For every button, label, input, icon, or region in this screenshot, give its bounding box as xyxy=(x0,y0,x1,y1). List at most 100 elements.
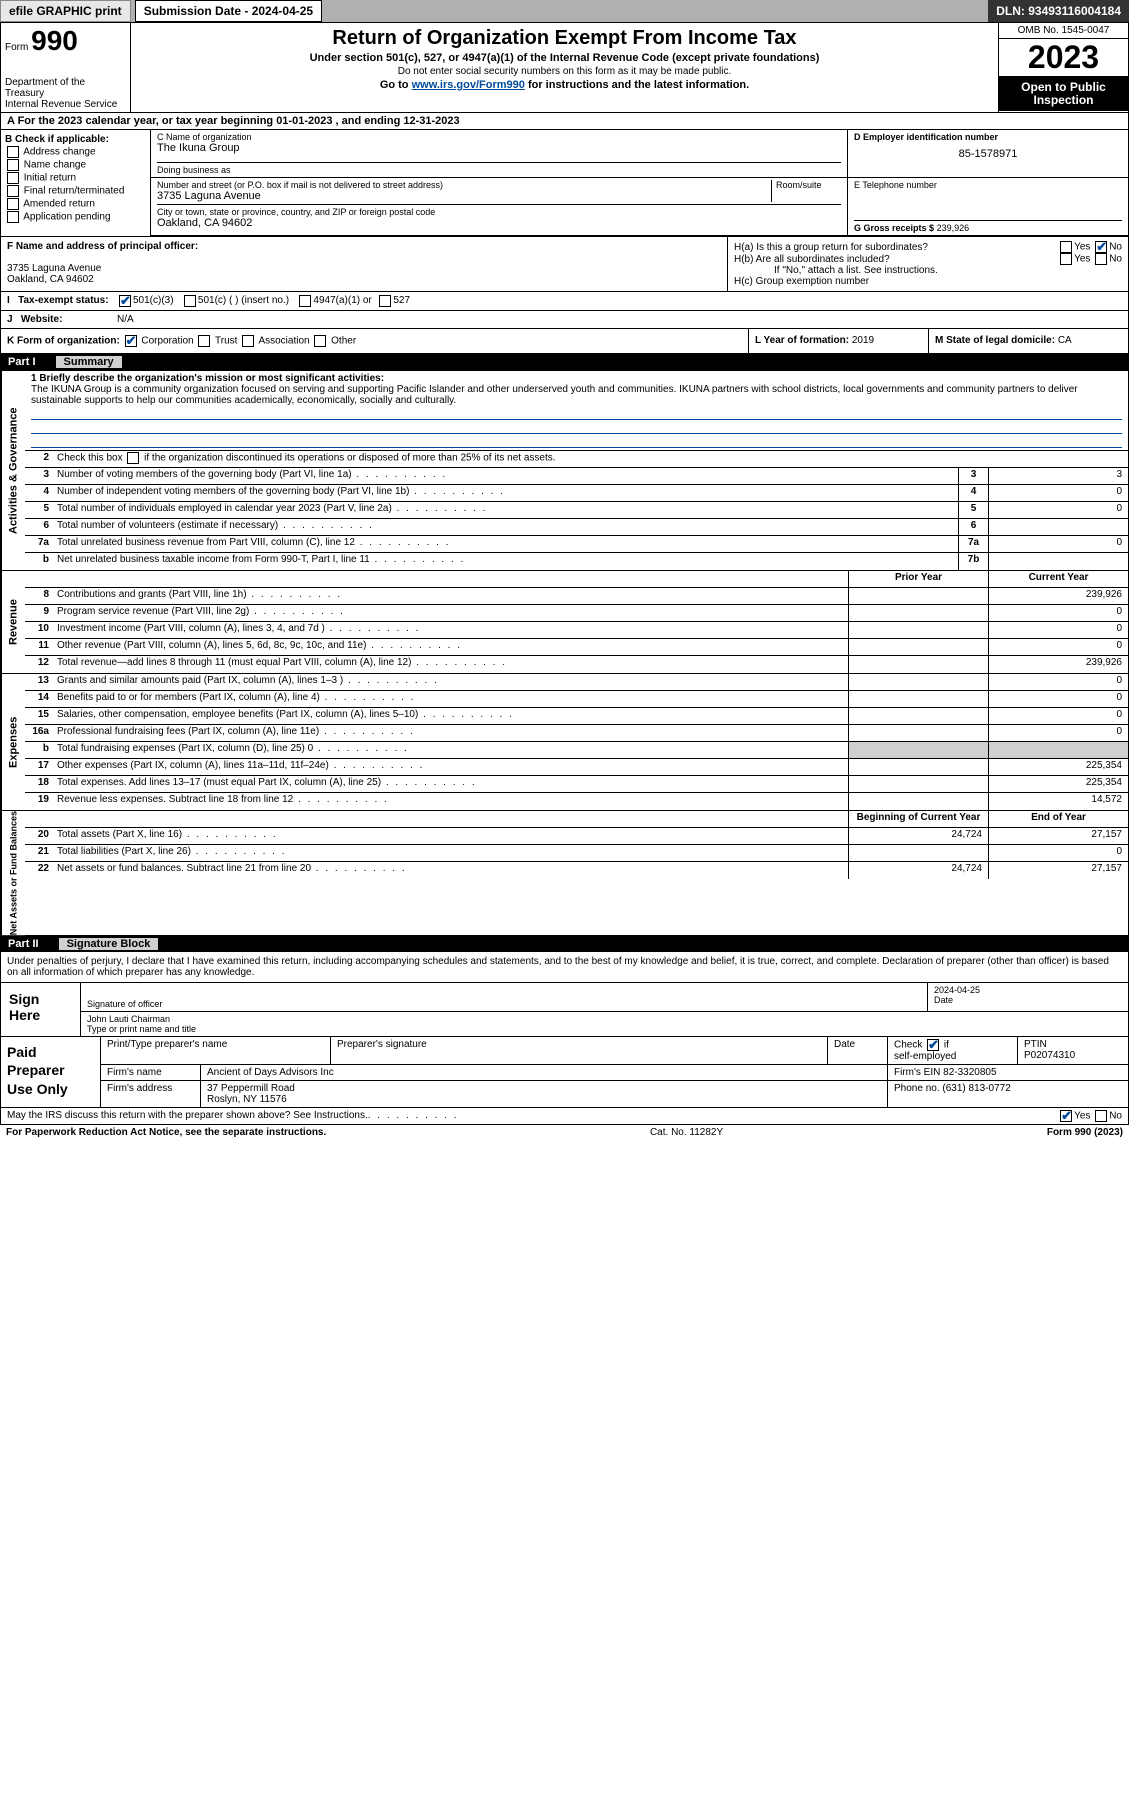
table-row: bTotal fundraising expenses (Part IX, co… xyxy=(25,742,1128,759)
city-label: City or town, state or province, country… xyxy=(157,204,841,217)
mission-text: The IKUNA Group is a community organizat… xyxy=(31,384,1078,406)
discuss-no[interactable] xyxy=(1095,1110,1107,1122)
summary-expenses: Expenses 13Grants and similar amounts pa… xyxy=(0,674,1129,811)
table-row: 21Total liabilities (Part X, line 26)0 xyxy=(25,845,1128,862)
name-label: C Name of organization xyxy=(157,132,841,142)
summary-net-assets: Net Assets or Fund Balances Beginning of… xyxy=(0,811,1129,936)
table-row: 10Investment income (Part VIII, column (… xyxy=(25,622,1128,639)
check-assoc[interactable] xyxy=(242,335,254,347)
paid-preparer-label: Paid Preparer Use Only xyxy=(1,1037,101,1107)
table-row: 17Other expenses (Part IX, column (A), l… xyxy=(25,759,1128,776)
dba-label: Doing business as xyxy=(157,162,841,175)
check-app-pending[interactable]: Application pending xyxy=(5,211,146,223)
table-row: 9Program service revenue (Part VIII, lin… xyxy=(25,605,1128,622)
check-name-change[interactable]: Name change xyxy=(5,159,146,171)
check-amended-return[interactable]: Amended return xyxy=(5,198,146,210)
form-subtitle: Under section 501(c), 527, or 4947(a)(1)… xyxy=(135,52,994,64)
officer-name: John Lauti Chairman xyxy=(87,1014,1122,1024)
discuss-yes[interactable] xyxy=(1060,1110,1072,1122)
section-h: H(a) Is this a group return for subordin… xyxy=(728,237,1128,291)
section-i: I Tax-exempt status: 501(c)(3) 501(c) ( … xyxy=(0,292,1129,311)
addr-label: Number and street (or P.O. box if mail i… xyxy=(157,180,771,190)
ein-label: D Employer identification number xyxy=(854,132,1122,142)
vert-expenses: Expenses xyxy=(1,674,25,810)
col-prior: Prior Year xyxy=(848,571,988,587)
check-initial-return[interactable]: Initial return xyxy=(5,172,146,184)
check-501c[interactable] xyxy=(184,295,196,307)
section-b: B Check if applicable: Address change Na… xyxy=(1,130,151,236)
check-corp[interactable] xyxy=(125,335,137,347)
gross-label: G Gross receipts $ xyxy=(854,223,934,233)
room-label: Room/suite xyxy=(776,180,841,190)
table-row: 13Grants and similar amounts paid (Part … xyxy=(25,674,1128,691)
form-header: Form 990 Department of the Treasury Inte… xyxy=(0,22,1129,113)
table-row: 22Net assets or fund balances. Subtract … xyxy=(25,862,1128,879)
gross-amount: 239,926 xyxy=(937,223,970,233)
efile-print-button[interactable]: efile GRAPHIC print xyxy=(0,0,131,22)
check-527[interactable] xyxy=(379,295,391,307)
org-name: The Ikuna Group xyxy=(157,142,841,154)
officer-group-block: F Name and address of principal officer:… xyxy=(0,237,1129,292)
col-end: End of Year xyxy=(988,811,1128,827)
table-row: 14Benefits paid to or for members (Part … xyxy=(25,691,1128,708)
mission-label: 1 Briefly describe the organization's mi… xyxy=(31,373,384,384)
ein-value: 85-1578971 xyxy=(854,148,1122,160)
table-row: 19Revenue less expenses. Subtract line 1… xyxy=(25,793,1128,810)
table-row: 15Salaries, other compensation, employee… xyxy=(25,708,1128,725)
form-prefix: Form xyxy=(5,42,28,53)
check-final-return[interactable]: Final return/terminated xyxy=(5,185,146,197)
dln-label: DLN: 93493116004184 xyxy=(988,0,1129,22)
page-footer: For Paperwork Reduction Act Notice, see … xyxy=(0,1125,1129,1140)
line-2: Check this box if the organization disco… xyxy=(53,451,1128,467)
table-row: 20Total assets (Part X, line 16)24,72427… xyxy=(25,828,1128,845)
table-row: 11Other revenue (Part VIII, column (A), … xyxy=(25,639,1128,656)
identity-block: B Check if applicable: Address change Na… xyxy=(0,130,1129,237)
part1-header: Part I Summary xyxy=(0,354,1129,370)
check-trust[interactable] xyxy=(198,335,210,347)
top-bar: efile GRAPHIC print Submission Date - 20… xyxy=(0,0,1129,22)
form-number: 990 xyxy=(31,25,78,56)
section-b-header: B Check if applicable: xyxy=(5,134,146,145)
city-value: Oakland, CA 94602 xyxy=(157,217,841,229)
ssn-note: Do not enter social security numbers on … xyxy=(135,66,994,77)
table-row: 3Number of voting members of the governi… xyxy=(25,468,1128,485)
table-row: 18Total expenses. Add lines 13–17 (must … xyxy=(25,776,1128,793)
section-j: J Website: N/A xyxy=(0,311,1129,329)
table-row: 6Total number of volunteers (estimate if… xyxy=(25,519,1128,536)
check-other[interactable] xyxy=(314,335,326,347)
tax-year: 2023 xyxy=(999,39,1128,77)
col-current: Current Year xyxy=(988,571,1128,587)
vert-governance: Activities & Governance xyxy=(1,371,25,570)
check-4947[interactable] xyxy=(299,295,311,307)
goto-link[interactable]: Go to www.irs.gov/Form990 for instructio… xyxy=(135,79,994,91)
summary-revenue: Revenue Prior Year Current Year 8Contrib… xyxy=(0,571,1129,674)
table-row: 5Total number of individuals employed in… xyxy=(25,502,1128,519)
irs-label: Internal Revenue Service xyxy=(5,99,126,110)
section-klm: K Form of organization: Corporation Trus… xyxy=(0,329,1129,354)
dept-label: Department of the Treasury xyxy=(5,77,126,99)
table-row: 16aProfessional fundraising fees (Part I… xyxy=(25,725,1128,742)
table-row: bNet unrelated business taxable income f… xyxy=(25,553,1128,570)
street-address: 3735 Laguna Avenue xyxy=(157,190,771,202)
vert-net-assets: Net Assets or Fund Balances xyxy=(1,811,25,935)
submission-date: Submission Date - 2024-04-25 xyxy=(135,0,322,22)
form-title: Return of Organization Exempt From Incom… xyxy=(135,27,994,50)
check-501c3[interactable] xyxy=(119,295,131,307)
section-f: F Name and address of principal officer:… xyxy=(1,237,728,291)
signature-intro: Under penalties of perjury, I declare th… xyxy=(0,952,1129,983)
col-beginning: Beginning of Current Year xyxy=(848,811,988,827)
table-row: 7aTotal unrelated business revenue from … xyxy=(25,536,1128,553)
check-address-change[interactable]: Address change xyxy=(5,146,146,158)
table-row: 4Number of independent voting members of… xyxy=(25,485,1128,502)
inspection-badge: Open to Public Inspection xyxy=(999,77,1128,111)
table-row: 12Total revenue—add lines 8 through 11 (… xyxy=(25,656,1128,673)
paid-preparer-block: Paid Preparer Use Only Print/Type prepar… xyxy=(0,1037,1129,1108)
summary-governance: Activities & Governance 1 Briefly descri… xyxy=(0,370,1129,571)
firm-name: Ancient of Days Advisors Inc xyxy=(201,1065,888,1080)
vert-revenue: Revenue xyxy=(1,571,25,673)
omb-number: OMB No. 1545-0047 xyxy=(999,23,1128,39)
part2-header: Part II Signature Block xyxy=(0,936,1129,952)
row-a-period: A For the 2023 calendar year, or tax yea… xyxy=(0,113,1129,130)
phone-label: E Telephone number xyxy=(854,180,1122,190)
sign-here-block: Sign Here Signature of officer 2024-04-2… xyxy=(0,983,1129,1037)
